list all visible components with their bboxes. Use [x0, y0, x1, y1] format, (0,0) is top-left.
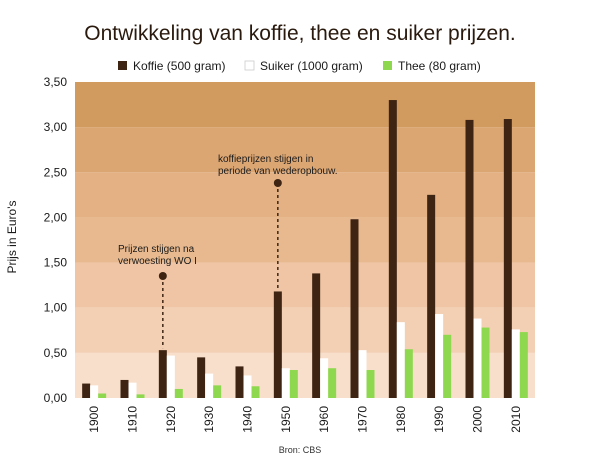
bar [273, 291, 282, 398]
y-axis-label: Prijs in Euro's [5, 201, 19, 274]
annotation-text: verwoesting WO I [118, 256, 197, 267]
bar [312, 273, 321, 398]
bar [158, 350, 167, 398]
annotation-text: koffieprijzen stijgen in [218, 154, 313, 165]
background-band [75, 217, 535, 263]
x-tick-label: 1930 [202, 406, 216, 433]
x-tick-label: 1940 [241, 406, 255, 433]
x-tick-label: 1950 [279, 406, 293, 433]
y-tick-label: 2,50 [44, 165, 68, 179]
legend-swatch [383, 61, 392, 70]
bar [243, 375, 252, 398]
legend-label: Thee (80 gram) [398, 59, 481, 73]
x-tick-label: 1960 [317, 406, 331, 433]
x-tick-label: 1990 [432, 406, 446, 433]
bar [166, 355, 175, 398]
bar [235, 366, 244, 398]
x-tick-label: 1910 [126, 406, 140, 433]
bar [435, 314, 444, 398]
y-axis: 0,00 0,50 1,00 1,50 2,00 2,50 3,00 3,50 [44, 75, 68, 405]
bar [465, 119, 474, 399]
y-tick-label: 2,00 [44, 210, 68, 224]
bar [404, 349, 413, 398]
bar [289, 370, 298, 398]
y-tick-label: 0,00 [44, 391, 68, 405]
chart-title: Ontwikkeling van koffie, thee en suiker … [84, 22, 516, 45]
bar [90, 385, 99, 398]
bar [82, 383, 91, 398]
x-tick-label: 1970 [356, 406, 370, 433]
bar [128, 382, 137, 398]
y-tick-label: 1,50 [44, 256, 68, 270]
y-tick-label: 0,50 [44, 346, 68, 360]
annotation-dot [273, 179, 282, 187]
bar [350, 219, 359, 398]
bar [174, 388, 183, 398]
bar [366, 370, 375, 398]
bar [443, 334, 452, 398]
background-band [75, 262, 535, 308]
bars [82, 100, 528, 399]
bar [328, 368, 337, 398]
x-axis: 1900 1910 1920 1930 1940 1950 1960 1970 1980 1990… [87, 406, 523, 433]
x-tick-label: 1900 [87, 406, 101, 433]
legend-label: Koffie (500 gram) [133, 59, 226, 73]
bar [388, 100, 397, 399]
bar [358, 350, 367, 398]
bar [205, 373, 214, 398]
background-band [75, 307, 535, 353]
y-tick-label: 3,00 [44, 120, 68, 134]
y-tick-label: 3,50 [44, 75, 68, 89]
bar [519, 332, 528, 398]
annotation-dot [158, 272, 167, 280]
x-tick-label: 1920 [164, 406, 178, 433]
legend-label: Suiker (1000 gram) [260, 59, 363, 73]
bar [98, 393, 107, 398]
bar [503, 119, 512, 398]
background-band [75, 172, 535, 218]
x-tick-label: 2000 [471, 406, 485, 433]
bar [120, 379, 129, 398]
bar [481, 327, 490, 398]
background-bands [75, 82, 535, 398]
legend-swatch [244, 60, 255, 71]
bar [136, 394, 145, 398]
background-band [75, 352, 535, 398]
background-band [75, 82, 535, 128]
bar [473, 318, 482, 398]
bar [251, 386, 260, 398]
bar [427, 194, 436, 398]
legend: Koffie (500 gram) Suiker (1000 gram) Thee … [118, 59, 481, 73]
legend-swatch [118, 61, 127, 70]
source-note: Bron: CBS [279, 445, 322, 455]
bar [197, 357, 206, 398]
bar [320, 358, 329, 398]
x-tick-label: 1980 [394, 406, 408, 433]
y-tick-label: 1,00 [44, 301, 68, 315]
annotation-text: Prijzen stijgen na [118, 244, 195, 255]
bar [213, 385, 222, 398]
bar [396, 322, 405, 398]
annotation-text: periode van wederopbouw. [218, 166, 338, 177]
bar [511, 329, 520, 398]
bar [281, 368, 290, 398]
x-tick-label: 2010 [509, 406, 523, 433]
background-band [75, 127, 535, 173]
